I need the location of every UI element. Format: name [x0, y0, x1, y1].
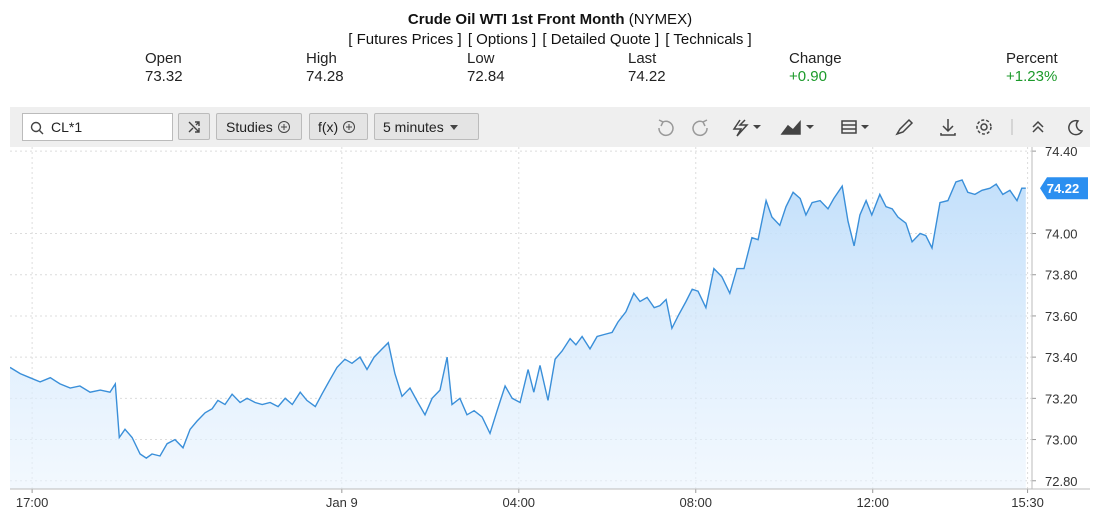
stat-value: 73.32: [145, 68, 183, 85]
chart-type-icon[interactable]: [780, 120, 801, 135]
stat-label: Low: [467, 50, 495, 67]
theme-icon[interactable]: [1068, 119, 1084, 136]
stat-value: +0.90: [789, 68, 827, 85]
link[interactable]: [ Technicals ]: [665, 31, 752, 48]
link[interactable]: [ Options ]: [467, 31, 537, 48]
symbol-input[interactable]: CL*1: [22, 113, 173, 141]
compare-button[interactable]: [178, 113, 210, 140]
x-tick-label: 04:00: [503, 495, 536, 510]
interval-select[interactable]: 5 minutes: [374, 113, 479, 140]
area-fill: [10, 180, 1026, 489]
link[interactable]: [ Futures Prices ]: [348, 31, 462, 48]
link[interactable]: [ Detailed Quote ]: [542, 31, 660, 48]
layout-icon[interactable]: [841, 120, 857, 134]
instrument-name: Crude Oil WTI 1st Front Month: [407, 11, 625, 28]
y-tick-label: 73.80: [1045, 268, 1078, 283]
x-tick-label: 17:00: [16, 495, 49, 510]
stat-value: 74.28: [306, 68, 344, 85]
stat-label: Open: [145, 50, 182, 67]
quote-links: [ Futures Prices ] [ Options ] [ Detaile…: [0, 31, 1100, 48]
plus-icon: [343, 121, 356, 133]
stat-label: Change: [789, 50, 842, 67]
y-tick-label: 73.20: [1045, 391, 1078, 406]
download-icon[interactable]: [940, 119, 956, 136]
draw-icon[interactable]: [895, 118, 914, 136]
price-line: [10, 179, 1026, 459]
y-tick-label: 74.00: [1045, 227, 1078, 242]
toolbar-icons: [658, 118, 1084, 137]
stat-label: Percent: [1006, 50, 1058, 67]
y-tick-label: 73.00: [1045, 433, 1078, 448]
plot-area: 72.80 73.00 73.20 73.40 73.60 73.80 74.00 74.40: [10, 144, 1078, 489]
stat-value: +1.23%: [1006, 68, 1058, 85]
chart-toolbar: CL*1 Studies f(x) 5 minutes: [10, 107, 1090, 147]
stat-label: Last: [628, 50, 657, 67]
events-icon[interactable]: [732, 119, 749, 137]
functions-button[interactable]: f(x): [309, 113, 368, 140]
x-tick-label: Jan 9: [326, 495, 358, 510]
x-tick-label: 15:30: [1011, 495, 1044, 510]
studies-label: Studies: [226, 119, 273, 135]
stat-value: 72.84: [467, 68, 505, 85]
plus-icon: [277, 121, 290, 133]
redo-icon[interactable]: [692, 120, 708, 137]
functions-label: f(x): [318, 119, 339, 135]
interval-label: 5 minutes: [383, 119, 444, 135]
x-tick-label: 12:00: [856, 495, 889, 510]
y-tick-label: 73.60: [1045, 309, 1078, 324]
settings-icon[interactable]: [980, 123, 988, 131]
last-price-tag: [1040, 177, 1088, 200]
x-tick-label: 08:00: [679, 495, 712, 510]
y-tick-label: 73.40: [1045, 350, 1078, 365]
quote-title: Crude Oil WTI 1st Front Month (NYMEX): [0, 11, 1100, 28]
last-price-label: 74.22: [1047, 181, 1080, 196]
collapse-icon[interactable]: [1032, 120, 1044, 133]
exchange: (NYMEX): [628, 11, 693, 28]
caret-icon: [449, 125, 458, 130]
undo-icon[interactable]: [658, 120, 674, 137]
symbol: CL*1: [51, 119, 83, 135]
shuffle-icon: [188, 121, 200, 133]
y-tick-label: 72.80: [1045, 474, 1078, 489]
studies-button[interactable]: Studies: [216, 113, 302, 140]
y-tick-label: 74.40: [1045, 144, 1078, 159]
search-icon: [30, 121, 44, 135]
stat-value: 74.22: [628, 68, 666, 85]
stat-label: High: [306, 50, 337, 67]
